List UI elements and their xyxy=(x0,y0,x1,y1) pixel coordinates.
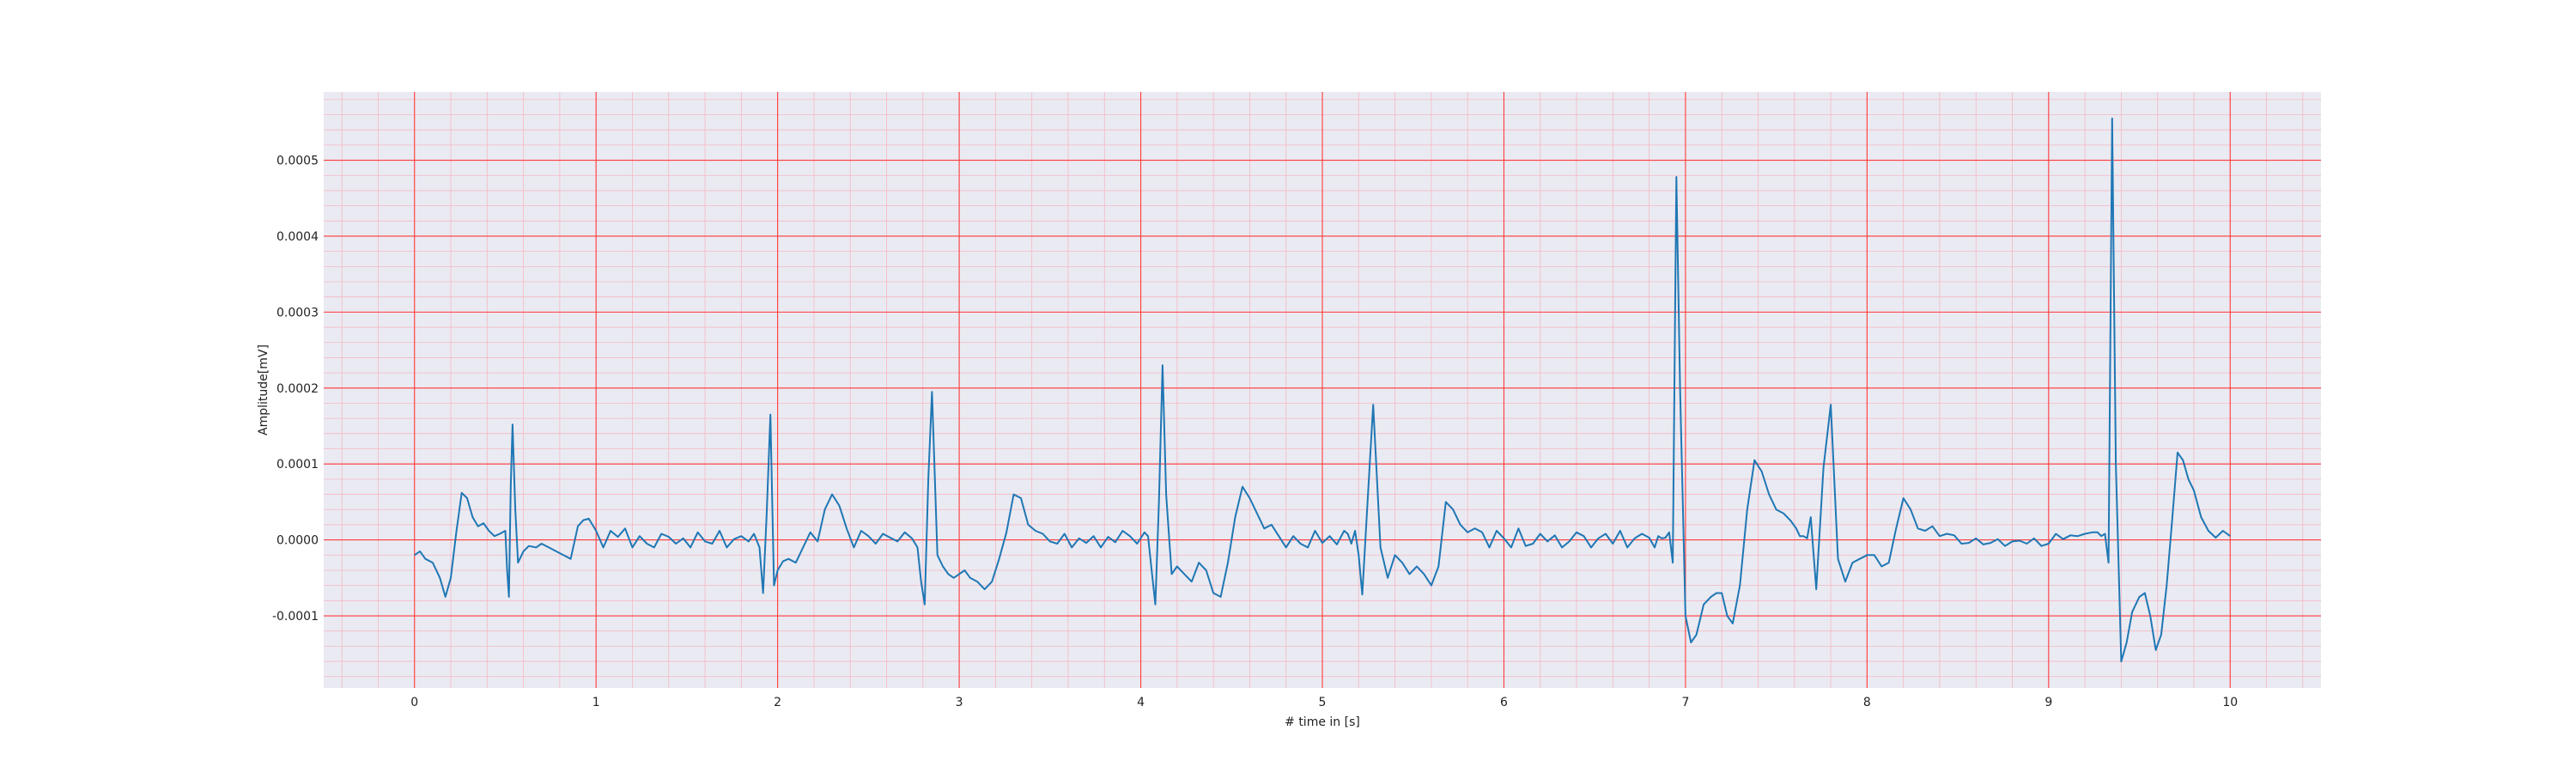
y-axis-label: Amplitude[mV] xyxy=(257,344,270,435)
series-layer xyxy=(414,117,2231,663)
x-tick-label: 6 xyxy=(1500,696,1508,709)
y-tick-label: 0.0003 xyxy=(276,306,319,320)
x-tick-label: 1 xyxy=(592,696,600,709)
x-tick-label: 0 xyxy=(410,696,418,709)
x-tick-label: 5 xyxy=(1319,696,1327,709)
y-tick-label: 0.0001 xyxy=(276,458,319,472)
x-tick-label: 4 xyxy=(1137,696,1145,709)
y-tick-label: 0.0005 xyxy=(276,155,319,168)
x-axis-label: # time in [s] xyxy=(1285,715,1360,729)
signal-line xyxy=(414,117,2231,663)
y-tick-label: 0.0004 xyxy=(276,230,319,244)
major-grid xyxy=(324,92,2321,688)
x-tick-label: 7 xyxy=(1681,696,1689,709)
x-tick-label: 8 xyxy=(1863,696,1871,709)
y-tick-label: -0.0001 xyxy=(272,610,319,624)
x-tick-label: 10 xyxy=(2222,696,2238,709)
y-tick-label: 0.0000 xyxy=(276,534,319,548)
x-tick-labels: 0 1 2 3 4 5 6 7 8 9 10 xyxy=(410,696,2238,709)
x-tick-label: 3 xyxy=(956,696,963,709)
x-tick-label: 2 xyxy=(774,696,781,709)
x-tick-label: 9 xyxy=(2044,696,2052,709)
y-tick-label: 0.0002 xyxy=(276,382,319,396)
y-tick-labels: -0.0001 0.0000 0.0001 0.0002 0.0003 0.0004 0.0… xyxy=(272,155,319,624)
